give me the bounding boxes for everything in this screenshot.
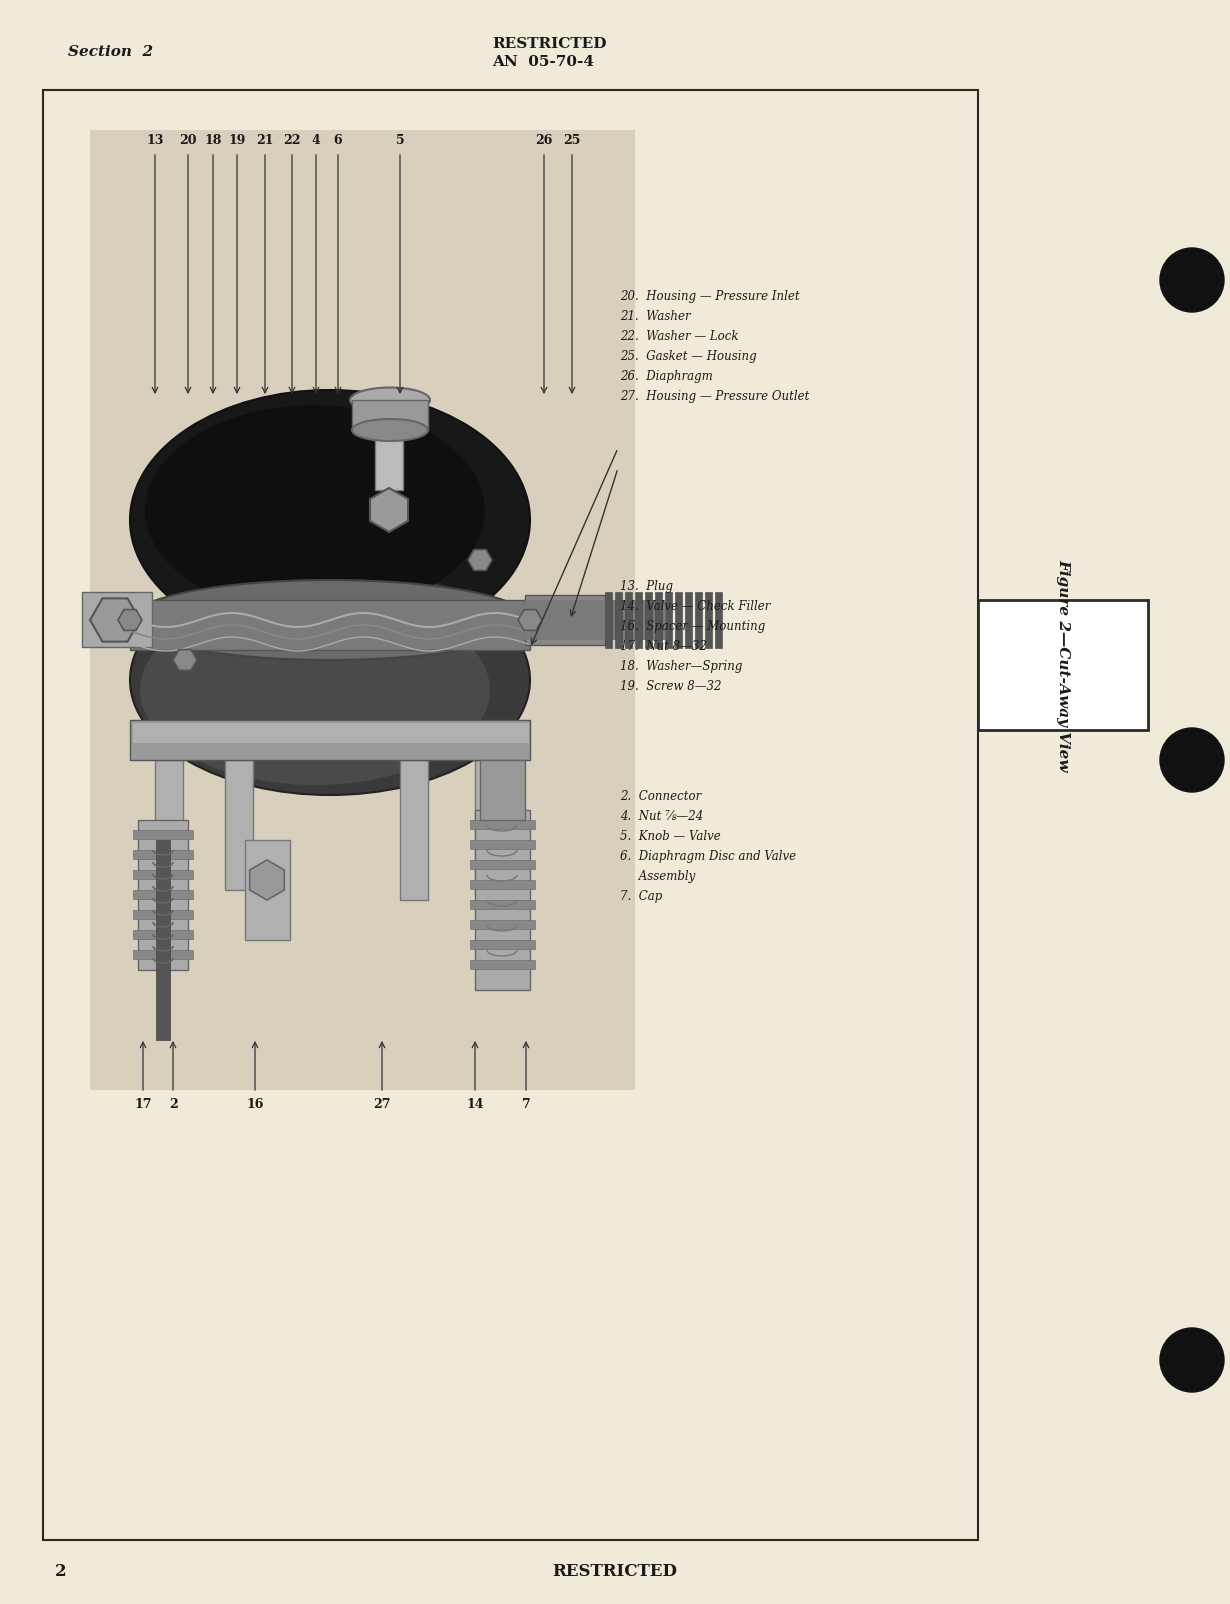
Bar [225,760,253,890]
Text: 5: 5 [396,135,405,148]
Text: 21.  Washer: 21. Washer [620,310,690,322]
Text: 19.  Screw 8—32: 19. Screw 8—32 [620,680,722,693]
Bar [645,592,652,648]
Bar [525,600,665,640]
Text: 4: 4 [311,135,320,148]
Text: 2.  Connector: 2. Connector [620,791,701,804]
Ellipse shape [351,388,430,412]
Text: 16.  Spacer — Mounting: 16. Spacer — Mounting [620,621,765,634]
Text: 20: 20 [180,135,197,148]
Bar [715,592,722,648]
Bar [470,921,535,929]
Ellipse shape [145,404,485,614]
Bar [400,760,428,900]
Bar [475,760,503,895]
Ellipse shape [130,390,530,650]
Ellipse shape [130,565,530,796]
Text: 2: 2 [169,1099,177,1112]
Text: 6: 6 [333,135,342,148]
Bar [138,820,188,970]
Bar [133,909,193,919]
Circle shape [1160,728,1224,792]
Bar [133,723,529,743]
Bar [90,130,635,1091]
Text: 26.  Diaphragm: 26. Diaphragm [620,371,712,383]
Text: 17.  Nut 8—32: 17. Nut 8—32 [620,640,707,653]
Bar [156,840,170,1039]
Text: 27.  Housing — Pressure Outlet: 27. Housing — Pressure Outlet [620,390,809,403]
Text: RESTRICTED: RESTRICTED [492,37,606,51]
Text: 17: 17 [134,1099,151,1112]
Bar [656,592,662,648]
Text: 22.  Washer — Lock: 22. Washer — Lock [620,330,738,343]
Text: 6.  Diaphragm Disc and Valve: 6. Diaphragm Disc and Valve [620,850,796,863]
Bar [470,940,535,950]
Bar [375,430,403,489]
Bar [605,592,613,648]
Text: 18: 18 [204,135,221,148]
Bar [130,720,530,760]
Text: 16: 16 [246,1099,263,1112]
Bar [470,881,535,889]
Text: 25: 25 [563,135,581,148]
Text: 4.  Nut ⅞—24: 4. Nut ⅞—24 [620,810,704,823]
Bar [133,850,193,860]
Bar [470,840,535,849]
Text: 19: 19 [229,135,246,148]
Ellipse shape [140,595,490,784]
Bar [133,869,193,879]
Ellipse shape [352,419,428,441]
Text: 26: 26 [535,135,552,148]
Text: 7.  Cap: 7. Cap [620,890,662,903]
Bar [133,890,193,898]
Text: Figure 2—Cut-Away View: Figure 2—Cut-Away View [1057,558,1070,772]
Bar [43,90,978,1540]
Bar [615,592,622,648]
Text: 13.  Plug: 13. Plug [620,581,673,593]
Circle shape [1160,1328,1224,1392]
Text: RESTRICTED: RESTRICTED [552,1564,678,1580]
Bar [695,592,702,648]
Bar [470,860,535,869]
Text: 14: 14 [466,1099,483,1112]
Text: Assembly: Assembly [620,869,695,882]
Text: 13: 13 [146,135,164,148]
Text: 25.  Gasket — Housing: 25. Gasket — Housing [620,350,756,363]
Bar [470,961,535,969]
Bar [155,760,183,900]
Text: Section  2: Section 2 [68,45,153,59]
Bar [525,595,605,645]
Bar [665,592,672,648]
Text: 21: 21 [256,135,274,148]
Bar [705,592,712,648]
Bar [675,592,681,648]
Text: 18.  Washer—Spring: 18. Washer—Spring [620,659,743,674]
Bar [978,600,1148,730]
Circle shape [1160,249,1224,313]
Ellipse shape [130,581,530,659]
Bar [352,399,428,430]
Bar [475,810,530,990]
Bar [685,592,692,648]
Bar [480,760,525,820]
Bar [625,592,632,648]
Text: 5.  Knob — Valve: 5. Knob — Valve [620,829,721,844]
Bar [470,820,535,829]
Bar [133,829,193,839]
Bar [245,840,290,940]
Bar [635,592,642,648]
Bar [130,600,530,650]
Bar [133,950,193,959]
Text: AN  05-70-4: AN 05-70-4 [492,55,594,69]
Bar [133,930,193,938]
Text: 20.  Housing — Pressure Inlet: 20. Housing — Pressure Inlet [620,290,800,303]
Text: 14.  Valve — Check Filler: 14. Valve — Check Filler [620,600,770,613]
Bar [82,592,153,646]
Text: 2: 2 [55,1564,66,1580]
Text: 22: 22 [283,135,301,148]
Text: 7: 7 [522,1099,530,1112]
Text: 27: 27 [373,1099,391,1112]
Bar [470,900,535,909]
